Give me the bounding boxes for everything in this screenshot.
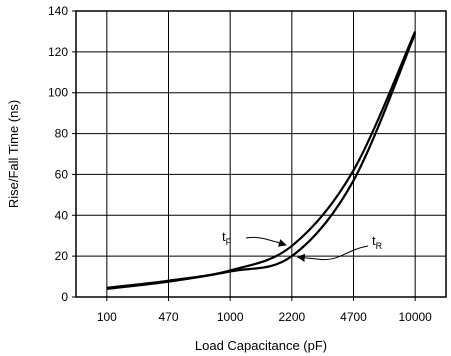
y-tick-label: 140 xyxy=(48,4,68,18)
y-tick-label: 0 xyxy=(61,290,68,304)
data-series xyxy=(106,30,417,290)
series-label-tR: tR xyxy=(372,233,383,251)
x-tick-label: 4700 xyxy=(340,310,367,324)
x-axis-label: Load Capacitance (pF) xyxy=(195,338,327,353)
leader-arrow-tF xyxy=(245,236,287,247)
plot-border xyxy=(75,10,447,298)
y-tick-label: 100 xyxy=(48,86,68,100)
x-tick-label: 2200 xyxy=(278,310,305,324)
x-tick-label: 100 xyxy=(97,310,117,324)
y-tick-label: 120 xyxy=(48,45,68,59)
leader-arrow-tR xyxy=(296,245,369,262)
y-tick-label: 20 xyxy=(55,249,69,263)
y-axis-label: Rise/Fall Time (ns) xyxy=(6,100,21,208)
grid-lines xyxy=(72,10,446,301)
y-tick-label: 40 xyxy=(55,208,69,222)
x-tick-label: 10000 xyxy=(398,310,432,324)
y-tick-labels: 0 20 40 60 80 100 120 140 xyxy=(48,4,68,304)
x-tick-labels: 100 470 1000 2200 4700 10000 xyxy=(97,310,432,324)
y-tick-label: 80 xyxy=(55,127,69,141)
series-label-tF: tF xyxy=(222,229,232,247)
plot-area xyxy=(76,11,446,297)
x-tick-label: 1000 xyxy=(217,310,244,324)
series-line-tR xyxy=(106,33,417,290)
x-tick-label: 470 xyxy=(158,310,178,324)
y-tick-label: 60 xyxy=(55,167,69,181)
curve-annotations: tF tR xyxy=(222,229,383,262)
